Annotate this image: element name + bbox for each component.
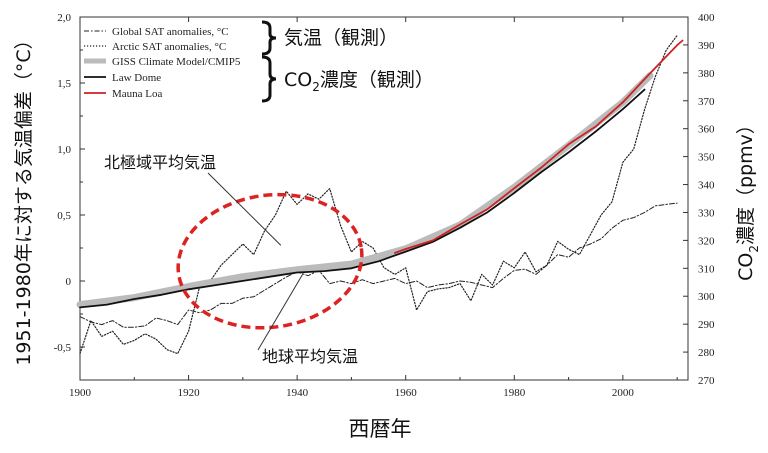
x-tick-label: 1900 <box>69 387 92 399</box>
x-tick-label: 2000 <box>612 387 635 399</box>
right-tick-label: 360 <box>698 124 715 136</box>
series-line-4 <box>393 39 684 254</box>
series-line-3 <box>79 88 646 309</box>
legend-label-global: Global SAT anomalies, °C <box>112 26 229 38</box>
brace-co2 <box>261 55 277 103</box>
series-line-2 <box>76 72 654 309</box>
right-tick-label: 300 <box>698 291 715 303</box>
legend-label-giss: GISS Climate Model/CMIP5 <box>112 56 241 68</box>
right-tick-label: 310 <box>698 263 715 275</box>
annotation-global-leader <box>257 274 304 351</box>
group-label-co2: CO2濃度（観測） <box>284 69 434 94</box>
right-tick-label: 320 <box>698 235 715 247</box>
highlight-ellipse <box>176 192 364 330</box>
right-tick-label: 350 <box>698 152 715 164</box>
x-tick-label: 1920 <box>178 387 201 399</box>
x-tick-label: 1960 <box>395 387 418 399</box>
x-axis-title: 西暦年 <box>349 417 412 441</box>
right-tick-label: 330 <box>698 207 715 219</box>
right-tick-label: 280 <box>698 347 715 359</box>
right-tick-label: 340 <box>698 180 715 192</box>
legend: Global SAT anomalies, °C Arctic SAT anom… <box>84 26 241 100</box>
right-tick-label: 390 <box>698 40 715 52</box>
right-tick-label: 400 <box>698 12 715 24</box>
left-axis-title: 1951-1980年に対する気温偏差（°C） <box>13 30 35 365</box>
legend-label-lawdome: Law Dome <box>112 72 161 84</box>
left-tick-label: 0 <box>66 276 72 288</box>
group-label-temperature: 気温（観測） <box>284 27 398 49</box>
legend-label-arctic: Arctic SAT anomalies, °C <box>112 41 226 53</box>
right-tick-label: 290 <box>698 319 715 331</box>
annotation-arctic-label: 北極域平均気温 <box>104 153 216 172</box>
left-tick-label: 1,5 <box>57 78 71 90</box>
left-tick-label: 0,5 <box>57 210 71 222</box>
right-tick-label: 370 <box>698 96 715 108</box>
right-tick-label: 270 <box>698 375 715 387</box>
plot-frame <box>79 16 689 381</box>
left-tick-label: 1,0 <box>57 144 71 156</box>
right-tick-label: 380 <box>698 68 715 80</box>
annotation-arctic-leader <box>207 172 282 246</box>
right-axis-title: CO2濃度（ppmv） <box>735 115 761 281</box>
left-tick-label: -0,5 <box>54 342 72 354</box>
brace-temperature <box>261 20 277 56</box>
x-tick-label: 1940 <box>286 387 309 399</box>
left-tick-label: 2,0 <box>57 12 71 24</box>
series-line-0 <box>79 202 678 328</box>
legend-label-maunaloa: Mauna Loa <box>112 88 163 100</box>
x-tick-label: 1980 <box>503 387 526 399</box>
annotation-global-label: 地球平均気温 <box>262 347 358 366</box>
